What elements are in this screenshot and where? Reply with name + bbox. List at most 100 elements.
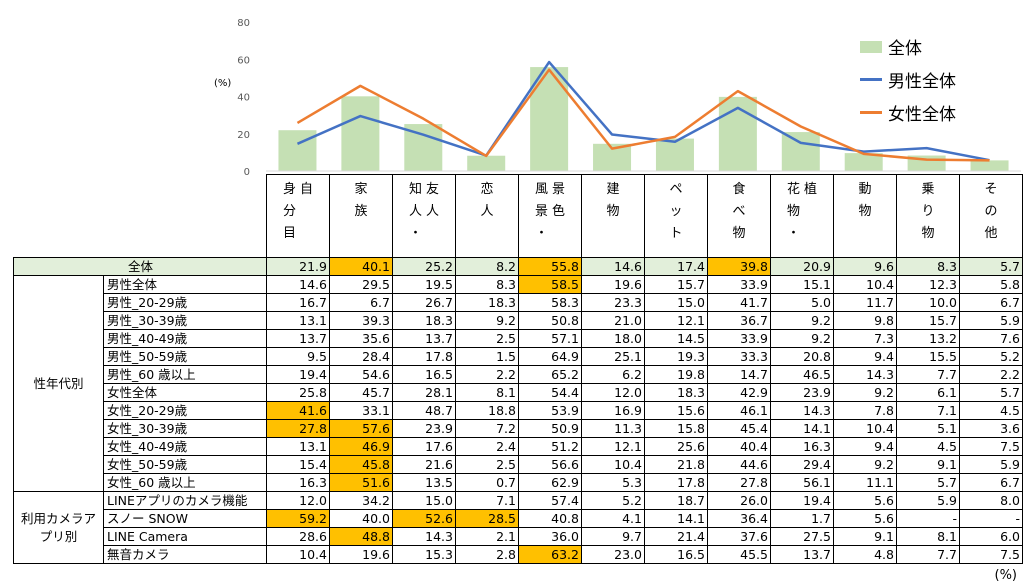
table-row: 女性_20-29歳 41.6 33.1 48.7 18.8 53.9 16.9 15.6 46.… xyxy=(14,401,1023,420)
row-label: 男性_40-49歳 xyxy=(103,329,267,348)
column-header-glyph: り xyxy=(921,204,935,219)
value-cell: 21.9 xyxy=(266,257,330,276)
value-cell: 14.1 xyxy=(644,509,708,528)
column-header-glyph: 他 xyxy=(984,226,998,241)
column-header-glyph: 物 xyxy=(732,226,746,241)
column-header-glyph: ・ xyxy=(786,226,800,241)
value-cell: 16.3 xyxy=(770,437,834,456)
column-header-glyph: 植 xyxy=(804,182,818,197)
value-cell: 18.3 xyxy=(392,311,456,330)
value-cell: 11.1 xyxy=(833,473,897,492)
value-cell: 5.8 xyxy=(959,275,1023,294)
value-cell: 20.8 xyxy=(770,347,834,366)
table-row: 女性_30-39歳 27.8 57.6 23.9 7.2 50.9 11.3 15.8 45.4… xyxy=(14,419,1023,438)
value-cell: 7.2 xyxy=(455,419,519,438)
value-cell: 2.2 xyxy=(455,365,519,384)
value-cell: 7.7 xyxy=(896,365,960,384)
value-cell: 6.0 xyxy=(959,527,1023,546)
y-axis-unit-label: (%) xyxy=(214,78,232,89)
value-cell: 10.4 xyxy=(833,275,897,294)
column-header-3: 恋人 xyxy=(455,174,519,258)
value-cell: 6.1 xyxy=(896,383,960,402)
column-header-glyph: そ xyxy=(984,182,998,197)
value-cell: 16.3 xyxy=(266,473,330,492)
value-cell: 45.5 xyxy=(707,545,771,564)
table-row: 女性_40-49歳 13.1 46.9 17.6 2.4 51.2 12.1 25.6 40.4… xyxy=(14,437,1023,456)
chart-svg: 0 20 40 60 80 xyxy=(237,18,1021,178)
column-header-glyph-column: ペット xyxy=(669,179,682,245)
bar-9 xyxy=(844,153,883,171)
column-header-glyph-column: 家族 xyxy=(354,179,367,223)
value-cell: 13.2 xyxy=(896,329,960,348)
column-header-text: 食べ物 xyxy=(710,176,768,246)
value-cell: 8.1 xyxy=(896,527,960,546)
column-header-text: 風景・景色 xyxy=(521,176,579,246)
column-header-glyph: 人 xyxy=(480,204,494,219)
value-cell: 51.6 xyxy=(329,473,393,492)
bar-11 xyxy=(970,160,1009,171)
row-label: 女性_60 歳以上 xyxy=(103,473,267,492)
value-cell: 23.0 xyxy=(581,545,645,564)
value-cell: 15.1 xyxy=(770,275,834,294)
value-cell: 2.2 xyxy=(959,365,1023,384)
column-header-glyph: 色 xyxy=(552,204,566,219)
value-cell: 19.4 xyxy=(266,365,330,384)
value-cell: 53.9 xyxy=(518,401,582,420)
value-cell: 39.3 xyxy=(329,311,393,330)
column-header-text: 家族 xyxy=(332,176,390,224)
column-header-glyph-column: 建物 xyxy=(606,179,619,223)
group-label-0: 性年代別 xyxy=(13,275,104,492)
value-cell: 13.7 xyxy=(770,545,834,564)
column-header-glyph-column: 風景・ xyxy=(535,179,548,245)
value-cell: 45.8 xyxy=(329,455,393,474)
column-header-1: 家族 xyxy=(329,174,393,258)
column-header-glyph: ッ xyxy=(669,204,683,219)
row-label: 女性_30-39歳 xyxy=(103,419,267,438)
legend-swatch-total xyxy=(860,40,882,53)
value-cell: 28.6 xyxy=(266,527,330,546)
value-cell: 5.9 xyxy=(959,455,1023,474)
series-line-2 xyxy=(296,68,990,162)
value-cell: 7.5 xyxy=(959,545,1023,564)
row-label: 男性全体 xyxy=(103,275,267,294)
value-cell: 21.4 xyxy=(644,527,708,546)
legend-item-total: 全体 xyxy=(860,30,956,63)
row-label: LINEアプリのカメラ機能 xyxy=(103,491,267,510)
value-cell: 12.1 xyxy=(644,311,708,330)
column-header-glyph: 族 xyxy=(354,204,368,219)
value-cell: 14.5 xyxy=(644,329,708,348)
value-cell: 9.2 xyxy=(770,311,834,330)
column-header-glyph-column: 自 xyxy=(300,179,313,245)
data-table: 身分目自家族知人・友人恋人風景・景色建物ペット食べ物花物・植動物乗り物その他全体… xyxy=(13,174,1023,564)
column-header-glyph: ・ xyxy=(408,226,422,241)
value-cell: 14.3 xyxy=(770,401,834,420)
value-cell: 46.1 xyxy=(707,401,771,420)
row-label: 男性_60 歳以上 xyxy=(103,365,267,384)
column-header-glyph: 景 xyxy=(534,204,548,219)
column-header-glyph-column: 知人・ xyxy=(409,179,422,245)
table-row: 性年代別 男性全体 14.6 29.5 19.5 8.3 58.5 19.6 15.7 33.9 1… xyxy=(13,275,1023,492)
value-cell: 5.7 xyxy=(959,257,1023,276)
legend-swatch-female xyxy=(860,111,882,114)
value-cell: 13.7 xyxy=(392,329,456,348)
value-cell: 35.6 xyxy=(329,329,393,348)
row-label: 男性_50-59歳 xyxy=(103,347,267,366)
table-row: 男性_50-59歳 9.5 28.4 17.8 1.5 64.9 25.1 19.3 33.3 2… xyxy=(14,347,1023,366)
table-row: 利用カメラアプリ別 LINEアプリのカメラ機能 12.0 34.2 15.0 7.1 57.… xyxy=(13,491,1023,564)
column-header-glyph: 物 xyxy=(606,204,620,219)
column-header-glyph: 乗 xyxy=(921,182,935,197)
value-cell: 19.6 xyxy=(581,275,645,294)
value-cell: 8.2 xyxy=(455,257,519,276)
value-cell: 4.5 xyxy=(896,437,960,456)
column-header-glyph: 動 xyxy=(858,182,872,197)
value-cell: 5.6 xyxy=(833,509,897,528)
column-header-glyph: べ xyxy=(732,204,746,219)
column-header-text: 乗り物 xyxy=(899,176,957,246)
value-cell: 33.9 xyxy=(707,275,771,294)
value-cell: 21.6 xyxy=(392,455,456,474)
value-cell: 9.1 xyxy=(896,455,960,474)
column-header-text: 建物 xyxy=(584,176,642,224)
column-header-glyph: 建 xyxy=(606,182,620,197)
column-header-11: その他 xyxy=(959,174,1023,258)
value-cell: - xyxy=(896,509,960,528)
